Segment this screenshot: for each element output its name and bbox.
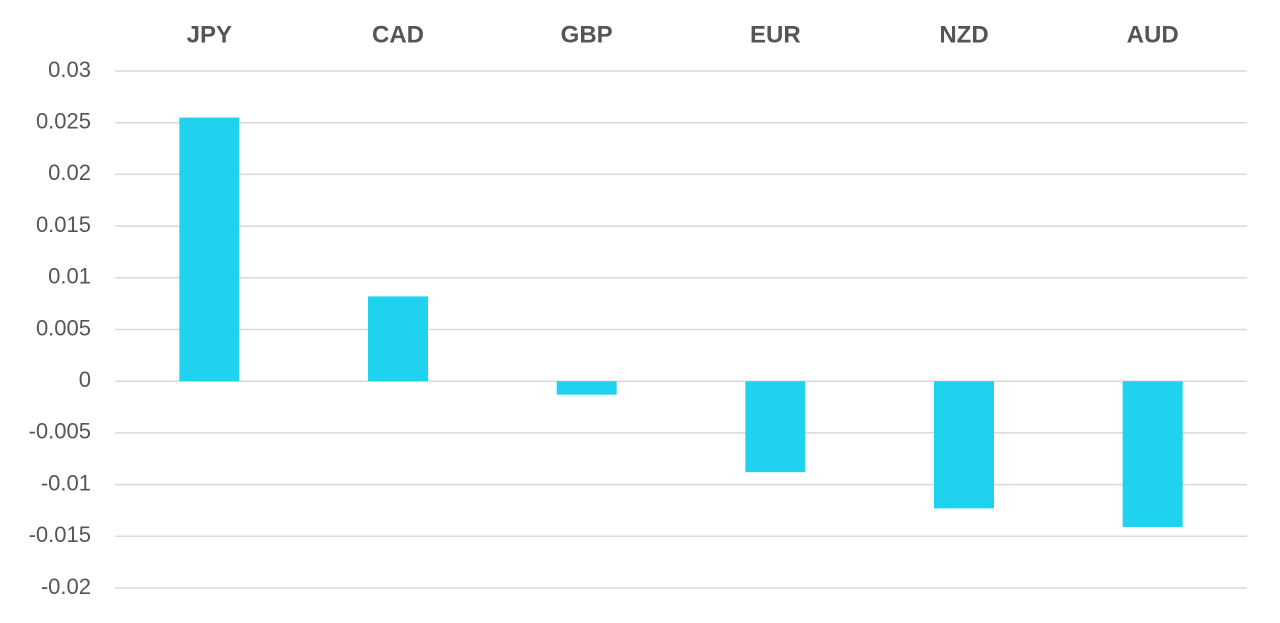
x-tick-label: GBP: [561, 21, 613, 48]
bar: [179, 117, 240, 382]
bar: [368, 296, 428, 382]
bar: [745, 381, 806, 473]
bar: [1122, 381, 1183, 527]
x-tick-label: NZD: [939, 21, 988, 48]
bar: [556, 381, 617, 395]
y-tick-label: -0.01: [41, 470, 91, 495]
bar: [934, 381, 994, 509]
y-tick-label: 0.005: [36, 315, 91, 340]
y-tick-label: 0.02: [48, 160, 91, 185]
y-tick-label: -0.02: [41, 574, 91, 599]
y-tick-label: 0.01: [48, 264, 91, 289]
x-tick-label: CAD: [372, 21, 424, 48]
y-tick-label: 0.03: [48, 57, 91, 82]
x-tick-label: JPY: [187, 21, 232, 48]
x-tick-label: AUD: [1127, 21, 1179, 48]
y-tick-label: 0.025: [36, 109, 91, 134]
y-tick-label: 0.015: [36, 212, 91, 237]
y-tick-label: 0: [79, 367, 91, 392]
y-tick-label: -0.005: [29, 419, 91, 444]
x-tick-label: EUR: [750, 21, 801, 48]
y-tick-label: -0.015: [29, 522, 91, 547]
